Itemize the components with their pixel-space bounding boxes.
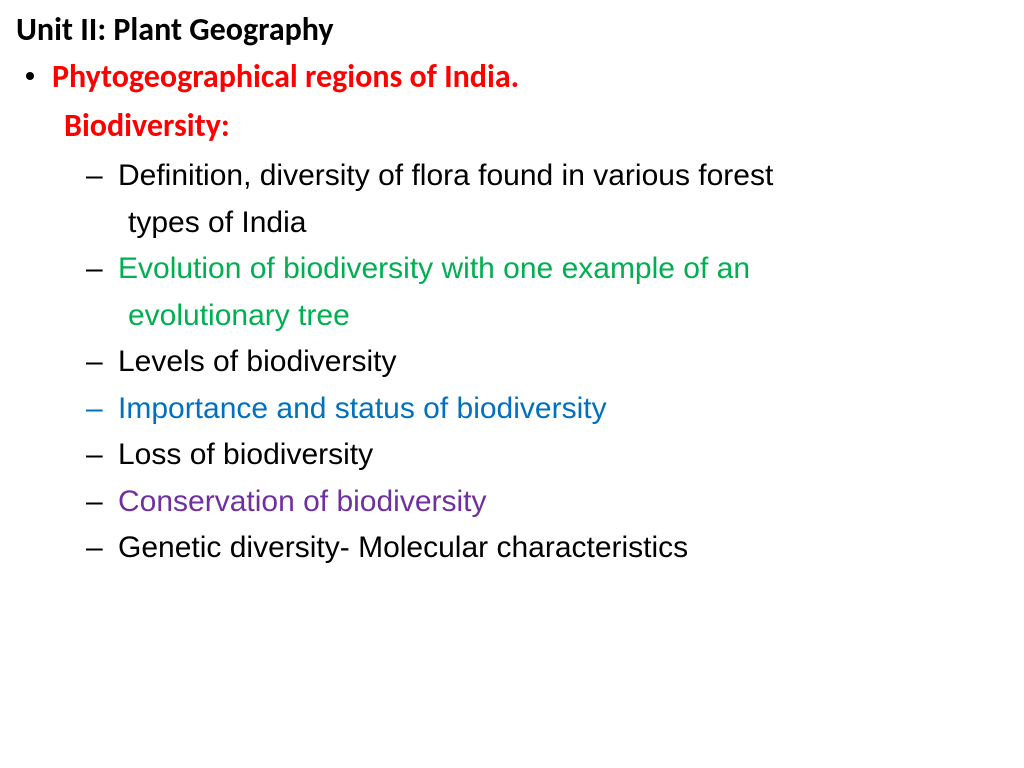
list-item: – Genetic diversity- Molecular character… bbox=[0, 525, 1024, 572]
item-text: Importance and status of biodiversity bbox=[114, 386, 607, 433]
dash-icon: – bbox=[86, 525, 114, 572]
item-text-cont: types of India bbox=[0, 200, 1024, 247]
dash-icon: – bbox=[86, 153, 114, 200]
item-text: Genetic diversity- Molecular characteris… bbox=[114, 525, 688, 572]
list-item: – Definition, diversity of flora found i… bbox=[0, 153, 1024, 200]
item-text: Loss of biodiversity bbox=[114, 432, 373, 479]
list-item: – Loss of biodiversity bbox=[0, 432, 1024, 479]
slide-title: Unit II: Plant Geography bbox=[0, 10, 1024, 57]
subheading: Biodiversity: bbox=[0, 102, 1024, 153]
dash-icon: – bbox=[86, 246, 114, 293]
item-text-cont: evolutionary tree bbox=[0, 293, 1024, 340]
item-text: Conservation of biodiversity bbox=[114, 479, 487, 526]
list-item: – Conservation of biodiversity bbox=[0, 479, 1024, 526]
level1-text: Phytogeographical regions of India. bbox=[34, 57, 519, 96]
list-item: – Importance and status of biodiversity bbox=[0, 386, 1024, 433]
item-text: Levels of biodiversity bbox=[114, 339, 396, 386]
bullet-dot-icon bbox=[26, 72, 34, 80]
dash-icon: – bbox=[86, 432, 114, 479]
list-item: – Evolution of biodiversity with one exa… bbox=[0, 246, 1024, 293]
dash-icon: – bbox=[86, 339, 114, 386]
level1-bullet: Phytogeographical regions of India. bbox=[0, 57, 1024, 102]
dash-icon: – bbox=[86, 479, 114, 526]
dash-icon: – bbox=[86, 386, 114, 433]
item-text: Evolution of biodiversity with one examp… bbox=[114, 246, 750, 293]
list-item: – Levels of biodiversity bbox=[0, 339, 1024, 386]
item-text: Definition, diversity of flora found in … bbox=[114, 153, 773, 200]
